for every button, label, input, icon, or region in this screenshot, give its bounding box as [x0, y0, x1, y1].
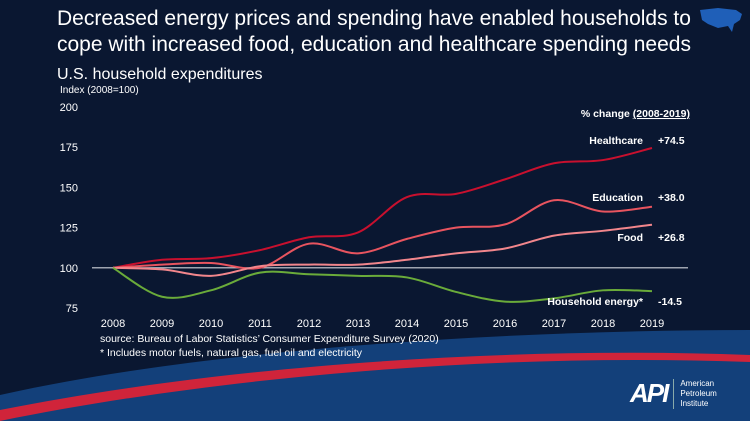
x-tick-label: 2008 — [101, 318, 125, 330]
y-tick-label: 175 — [60, 142, 78, 154]
series-change: +26.8 — [658, 232, 685, 244]
x-tick-label: 2010 — [199, 318, 223, 330]
y-tick-label: 150 — [60, 182, 78, 194]
source-note: source: Bureau of Labor Statistics’ Cons… — [100, 333, 439, 345]
series-change: +38.0 — [658, 192, 685, 204]
swoosh-blue — [0, 330, 750, 421]
y-axis-label: Index (2008=100) — [60, 85, 139, 96]
series-label: Healthcare — [589, 135, 643, 147]
us-map-icon — [700, 8, 742, 32]
series-line-education — [112, 199, 653, 270]
x-tick-label: 2009 — [150, 318, 174, 330]
y-tick-label: 75 — [66, 303, 78, 315]
x-tick-label: 2012 — [297, 318, 321, 330]
series-change: +74.5 — [658, 135, 685, 147]
series-line-household-energy- — [112, 266, 653, 303]
x-tick-label: 2016 — [493, 318, 517, 330]
x-tick-label: 2017 — [542, 318, 566, 330]
chart-title: U.S. household expenditures — [57, 66, 263, 83]
footnote: * Includes motor fuels, natural gas, fue… — [100, 347, 363, 359]
series-label: Food — [617, 232, 643, 244]
series-label: Education — [592, 192, 643, 204]
series-line-food — [112, 223, 653, 277]
y-tick-label: 100 — [60, 263, 78, 275]
x-tick-label: 2019 — [640, 318, 664, 330]
y-tick-label: 125 — [60, 223, 78, 235]
series-change: -14.5 — [658, 296, 682, 308]
series-line-healthcare — [112, 147, 653, 269]
x-tick-label: 2015 — [444, 318, 468, 330]
x-tick-label: 2018 — [591, 318, 615, 330]
x-tick-label: 2013 — [346, 318, 370, 330]
x-tick-label: 2014 — [395, 318, 419, 330]
slide-title: Decreased energy prices and spending hav… — [57, 7, 691, 56]
swoosh-red — [0, 352, 750, 421]
x-tick-label: 2011 — [248, 318, 272, 330]
series-label: Household energy* — [547, 296, 644, 308]
change-header: % change (2008-2019) — [581, 108, 690, 120]
api-logo: API American Petroleum Institute — [630, 378, 717, 409]
y-tick-label: 200 — [60, 102, 78, 114]
